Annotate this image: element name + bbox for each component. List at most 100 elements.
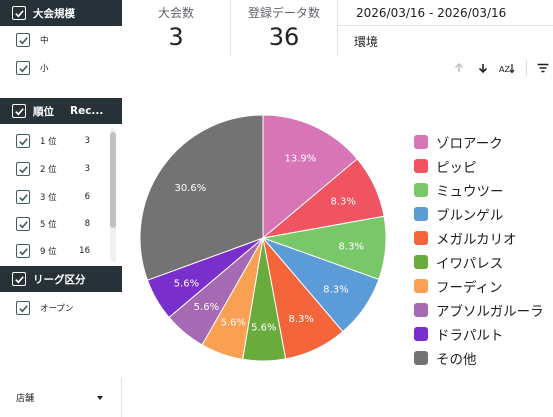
chart-legend: ゾロアークピッピミュウツーブルンゲルメガルカリオイワパレスフーディンアブソルガル…: [414, 130, 553, 370]
check-icon: [18, 36, 28, 44]
toolbar-divider: [526, 60, 527, 76]
filter-sidebar: 大会規模 中 小 順位 Rec... 1 位 3 2 位 3: [0, 0, 122, 417]
rank-option-checkbox[interactable]: [16, 162, 30, 176]
environment-label: 環境: [354, 34, 379, 49]
pie-slice[interactable]: [139, 114, 264, 281]
rank-option-label: 3 位: [40, 193, 57, 203]
pie-slice-label: 13.9%: [285, 154, 317, 165]
legend-label: ドラパルト: [436, 328, 504, 344]
size-filter-title: 大会規模: [33, 7, 75, 20]
pie-slice-label: 5.6%: [174, 278, 199, 289]
pie-slice-label: 8.3%: [331, 196, 356, 207]
pie-chart-plot: 13.9%8.3%8.3%8.3%8.3%5.6%5.6%5.6%5.6%30.…: [139, 114, 387, 362]
rank-option-label: 1 位: [40, 137, 57, 147]
scorecard-records: 登録データ数 36: [231, 0, 337, 56]
size-option-small[interactable]: 小: [0, 54, 122, 82]
rank-option-checkbox[interactable]: [16, 244, 30, 258]
legend-swatch: [414, 159, 428, 173]
legend-item[interactable]: イワパレス: [414, 250, 553, 274]
legend-item[interactable]: ゾロアーク: [414, 130, 553, 154]
league-option-checkbox[interactable]: [16, 301, 30, 315]
legend-item[interactable]: ドラパルト: [414, 322, 553, 346]
check-icon: [18, 193, 28, 201]
legend-swatch: [414, 327, 428, 341]
legend-label: フーディン: [436, 280, 503, 296]
rank-filter-title: 順位: [33, 105, 54, 118]
rank-option-count: 3: [84, 164, 90, 174]
rank-list-scrollbar[interactable]: [110, 128, 116, 262]
legend-item[interactable]: メガルカリオ: [414, 226, 553, 250]
pie-slice-label: 5.6%: [251, 323, 276, 334]
check-icon: [14, 275, 24, 283]
legend-swatch: [414, 351, 428, 365]
rank-option-count: 6: [84, 192, 90, 202]
date-range-picker[interactable]: 2026/03/16 - 2026/03/16: [338, 0, 553, 26]
legend-item[interactable]: その他: [414, 346, 553, 370]
pie-slice-label: 5.6%: [194, 302, 219, 313]
scorecard-divider: [230, 0, 231, 56]
scorecard-value: 36: [268, 23, 300, 51]
rank-option[interactable]: 5 位 8: [0, 210, 122, 238]
sort-az-icon[interactable]: AZ: [498, 58, 516, 78]
size-option-label: 小: [40, 64, 49, 74]
rank-option[interactable]: 9 位 16: [0, 237, 122, 265]
league-option-label: オープン: [40, 304, 74, 314]
pie-slice[interactable]: [262, 114, 358, 240]
shop-dropdown[interactable]: 店舗: [0, 378, 122, 417]
chevron-down-icon: [97, 396, 103, 400]
rank-option-checkbox[interactable]: [16, 134, 30, 148]
legend-swatch: [414, 135, 428, 149]
rank-filter-header[interactable]: 順位 Rec...: [0, 98, 122, 124]
rank-option[interactable]: 2 位 3: [0, 155, 122, 183]
legend-item[interactable]: ブルンゲル: [414, 202, 553, 226]
svg-text:AZ: AZ: [499, 65, 510, 74]
league-filter-title: リーグ区分: [33, 273, 86, 286]
legend-swatch: [414, 255, 428, 269]
filter-menu-icon[interactable]: [534, 58, 552, 78]
legend-item[interactable]: フーディン: [414, 274, 553, 298]
shop-dropdown-label: 店舗: [16, 394, 35, 404]
league-select-all-checkbox[interactable]: [12, 272, 26, 286]
rank-count-header[interactable]: Rec...: [70, 105, 104, 117]
rank-option[interactable]: 1 位 3: [0, 127, 122, 155]
rank-option-label: 9 位: [40, 247, 57, 257]
scorecard-label: 登録データ数: [247, 6, 320, 20]
legend-swatch: [414, 231, 428, 245]
scorecard-label: 大会数: [157, 6, 194, 20]
size-option-medium[interactable]: 中: [0, 26, 122, 54]
scorecard-value: 3: [168, 23, 184, 51]
legend-label: メガルカリオ: [436, 232, 517, 248]
rank-option-count: 3: [84, 136, 90, 146]
chart-toolbar: AZ: [448, 58, 553, 78]
league-option-open[interactable]: オープン: [0, 294, 122, 322]
rank-option-count: 8: [84, 219, 90, 229]
check-icon: [18, 137, 28, 145]
pie-slice-label: 5.6%: [221, 317, 246, 328]
size-option-label: 中: [40, 36, 49, 46]
arrow-down-icon[interactable]: [474, 58, 492, 78]
legend-swatch: [414, 183, 428, 197]
rank-option-count: 16: [79, 246, 90, 256]
league-filter-header[interactable]: リーグ区分: [0, 266, 122, 292]
size-option-checkbox[interactable]: [16, 33, 30, 47]
legend-label: ピッピ: [436, 160, 477, 176]
pie-slice-label: 8.3%: [339, 241, 364, 252]
scrollbar-thumb[interactable]: [110, 132, 116, 228]
size-select-all-checkbox[interactable]: [12, 6, 26, 20]
size-filter-header[interactable]: 大会規模: [0, 0, 122, 26]
legend-item[interactable]: ピッピ: [414, 154, 553, 178]
scorecard-tournaments: 大会数 3: [122, 0, 230, 56]
scorecard-divider: [337, 0, 338, 56]
check-icon: [18, 247, 28, 255]
arrow-up-icon[interactable]: [450, 58, 468, 78]
rank-select-all-checkbox[interactable]: [12, 104, 26, 118]
legend-label: ミュウツー: [436, 184, 504, 200]
rank-option[interactable]: 3 位 6: [0, 183, 122, 211]
environment-dropdown[interactable]: 環境: [338, 27, 553, 55]
legend-label: ブルンゲル: [436, 208, 504, 224]
rank-option-checkbox[interactable]: [16, 217, 30, 231]
rank-option-checkbox[interactable]: [16, 190, 30, 204]
legend-item[interactable]: アブソルガルーラ: [414, 298, 553, 322]
size-option-checkbox[interactable]: [16, 61, 30, 75]
legend-item[interactable]: ミュウツー: [414, 178, 553, 202]
